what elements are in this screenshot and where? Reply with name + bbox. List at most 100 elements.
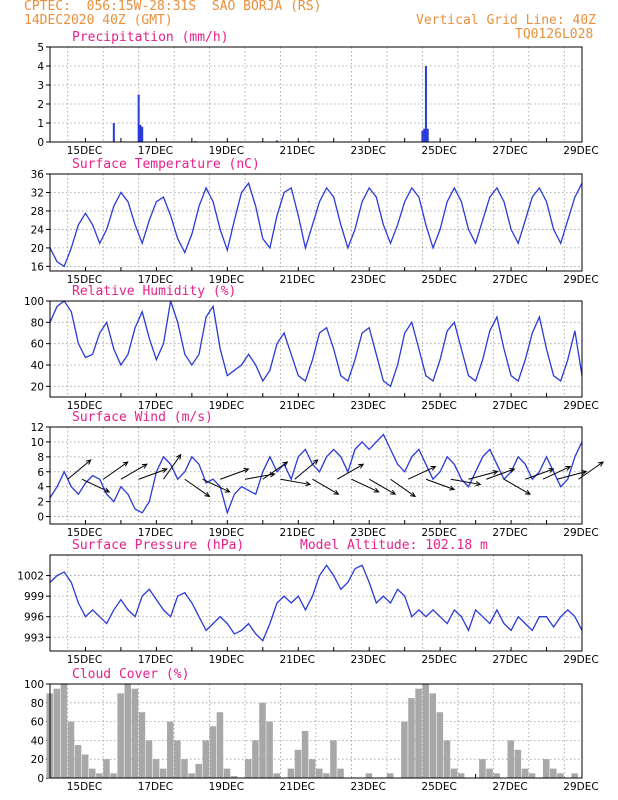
wind-ytick-label: 8 — [37, 452, 44, 464]
cloud-bar — [429, 693, 437, 778]
temp-title: Surface Temperature (nC) — [72, 157, 260, 172]
precip-ytick-label: 4 — [37, 61, 44, 73]
cloud-bar — [60, 684, 68, 778]
cloud-bar — [117, 693, 124, 778]
wind-arrow — [163, 453, 182, 480]
cloud-bar — [259, 702, 266, 778]
rh-xtick-label: 15DEC — [67, 400, 102, 412]
cloud-ytick-label: 40 — [31, 735, 44, 747]
cloud-xtick-label: 25DEC — [421, 781, 456, 793]
pres-xtick-label: 25DEC — [421, 654, 456, 666]
wind-ytick-label: 12 — [31, 422, 44, 434]
pres-series-line — [49, 564, 583, 642]
temp-xtick-label: 15DEC — [67, 274, 102, 286]
cloud-bar — [415, 688, 422, 778]
cloud-bar — [422, 684, 429, 778]
cloud-bar — [287, 768, 295, 778]
precip-xtick-label: 15DEC — [67, 145, 102, 157]
wind-arrow — [390, 478, 416, 498]
precip-xtick-label: 21DEC — [280, 145, 315, 157]
temp-ytick-label: 20 — [31, 243, 44, 255]
temp-ytick-label: 24 — [31, 224, 45, 236]
cloud-ytick-label: 60 — [31, 717, 44, 729]
wind-xtick-label: 29DEC — [563, 527, 598, 539]
wind-xtick-label: 15DEC — [67, 527, 102, 539]
model-id: TQ0126L028 — [515, 27, 594, 42]
precip-bar — [141, 126, 144, 142]
pres-xtick-label: 19DEC — [209, 654, 244, 666]
cloud-bar — [110, 773, 117, 778]
wind-arrow — [184, 478, 211, 498]
cloud-bar — [365, 773, 373, 778]
temp-xtick-label: 27DEC — [492, 274, 527, 286]
precip-xtick-label: 25DEC — [421, 145, 456, 157]
cloud-bar — [436, 712, 444, 778]
cloud-bar — [557, 773, 564, 778]
wind-arrow — [262, 461, 289, 480]
cloud-bar — [528, 773, 536, 778]
precip-title: Precipitation (mm/h) — [72, 30, 229, 45]
precip-bar — [421, 130, 424, 142]
pres-xtick-label: 21DEC — [280, 654, 315, 666]
wind-xtick-label: 23DEC — [350, 527, 385, 539]
cloud-bar — [245, 759, 252, 778]
cloud-bar — [323, 773, 330, 778]
wind-arrow — [578, 461, 604, 480]
cloud-bar — [188, 773, 195, 778]
cloud-bar — [96, 773, 103, 778]
wind-arrow — [220, 467, 250, 480]
wind-xtick-label: 21DEC — [280, 527, 315, 539]
precip-bar — [275, 140, 278, 142]
precip-xtick-label: 23DEC — [350, 145, 385, 157]
cloud-bar — [159, 768, 167, 778]
cloud-bar — [337, 768, 344, 778]
cloud-xtick-label: 21DEC — [280, 781, 315, 793]
wind-arrow — [202, 478, 231, 493]
cloud-ytick-label: 100 — [24, 679, 44, 691]
cloud-bar — [216, 712, 224, 778]
rh-ytick-label: 60 — [31, 339, 44, 351]
cloud-xtick-label: 27DEC — [492, 781, 527, 793]
rh-ytick-label: 80 — [31, 317, 44, 329]
wind-arrow — [450, 478, 482, 487]
wind-xtick-label: 17DEC — [138, 527, 173, 539]
wind-ytick-label: 6 — [37, 467, 44, 479]
precip-xtick-label: 27DEC — [492, 145, 527, 157]
chart-pres: Surface Pressure (hPa) Model Altitude: 10… — [17, 538, 598, 666]
rh-xtick-label: 19DEC — [209, 400, 244, 412]
cloud-bar — [550, 768, 557, 778]
rh-title: Relative Humidity (%) — [72, 284, 236, 299]
vertical-grid-note: Vertical Grid Line: 40Z — [416, 13, 597, 28]
cloud-bar — [174, 740, 181, 778]
cloud-xtick-label: 15DEC — [67, 781, 102, 793]
chart-cloud: Cloud Cover (%) 15DEC 17DEC 19DEC 21DEC 23DEC… — [24, 667, 599, 793]
cloud-bar — [542, 759, 550, 778]
cloud-bar — [330, 740, 337, 778]
cloud-bar — [571, 773, 578, 778]
cloud-xtick-label: 23DEC — [350, 781, 385, 793]
pres-ytick-label: 999 — [24, 591, 44, 603]
wind-arrow — [294, 459, 319, 480]
cloud-bar — [181, 759, 188, 778]
precip-bar — [112, 123, 115, 142]
pres-ytick-label: 996 — [24, 612, 44, 624]
cloud-xtick-label: 19DEC — [209, 781, 244, 793]
temp-xtick-label: 25DEC — [421, 274, 456, 286]
pres-xtick-label: 17DEC — [138, 654, 173, 666]
chart-wind: Surface Wind (m/s) 15DEC 17DEC 19DEC 21DEC 23… — [31, 410, 604, 539]
cloud-bar — [294, 749, 302, 778]
wind-arrow — [280, 478, 312, 487]
pres-ytick-label: 1002 — [17, 571, 44, 583]
rh-series-line — [49, 300, 583, 388]
cloud-bar — [450, 768, 458, 778]
cloud-bar — [152, 759, 160, 778]
cloud-bar — [103, 759, 110, 778]
pres-xtick-label: 23DEC — [350, 654, 385, 666]
precip-xtick-label: 19DEC — [209, 145, 244, 157]
rh-ytick-label: 100 — [24, 296, 44, 308]
pres-xtick-label: 27DEC — [492, 654, 527, 666]
precip-ytick-label: 0 — [37, 137, 44, 149]
temp-ytick-label: 16 — [31, 261, 45, 273]
chart-temp: Surface Temperature (nC) 15DEC 17DEC 19DEC 2… — [31, 157, 599, 286]
